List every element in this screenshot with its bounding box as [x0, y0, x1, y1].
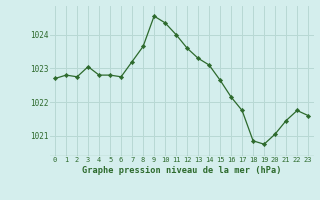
- X-axis label: Graphe pression niveau de la mer (hPa): Graphe pression niveau de la mer (hPa): [82, 166, 281, 175]
